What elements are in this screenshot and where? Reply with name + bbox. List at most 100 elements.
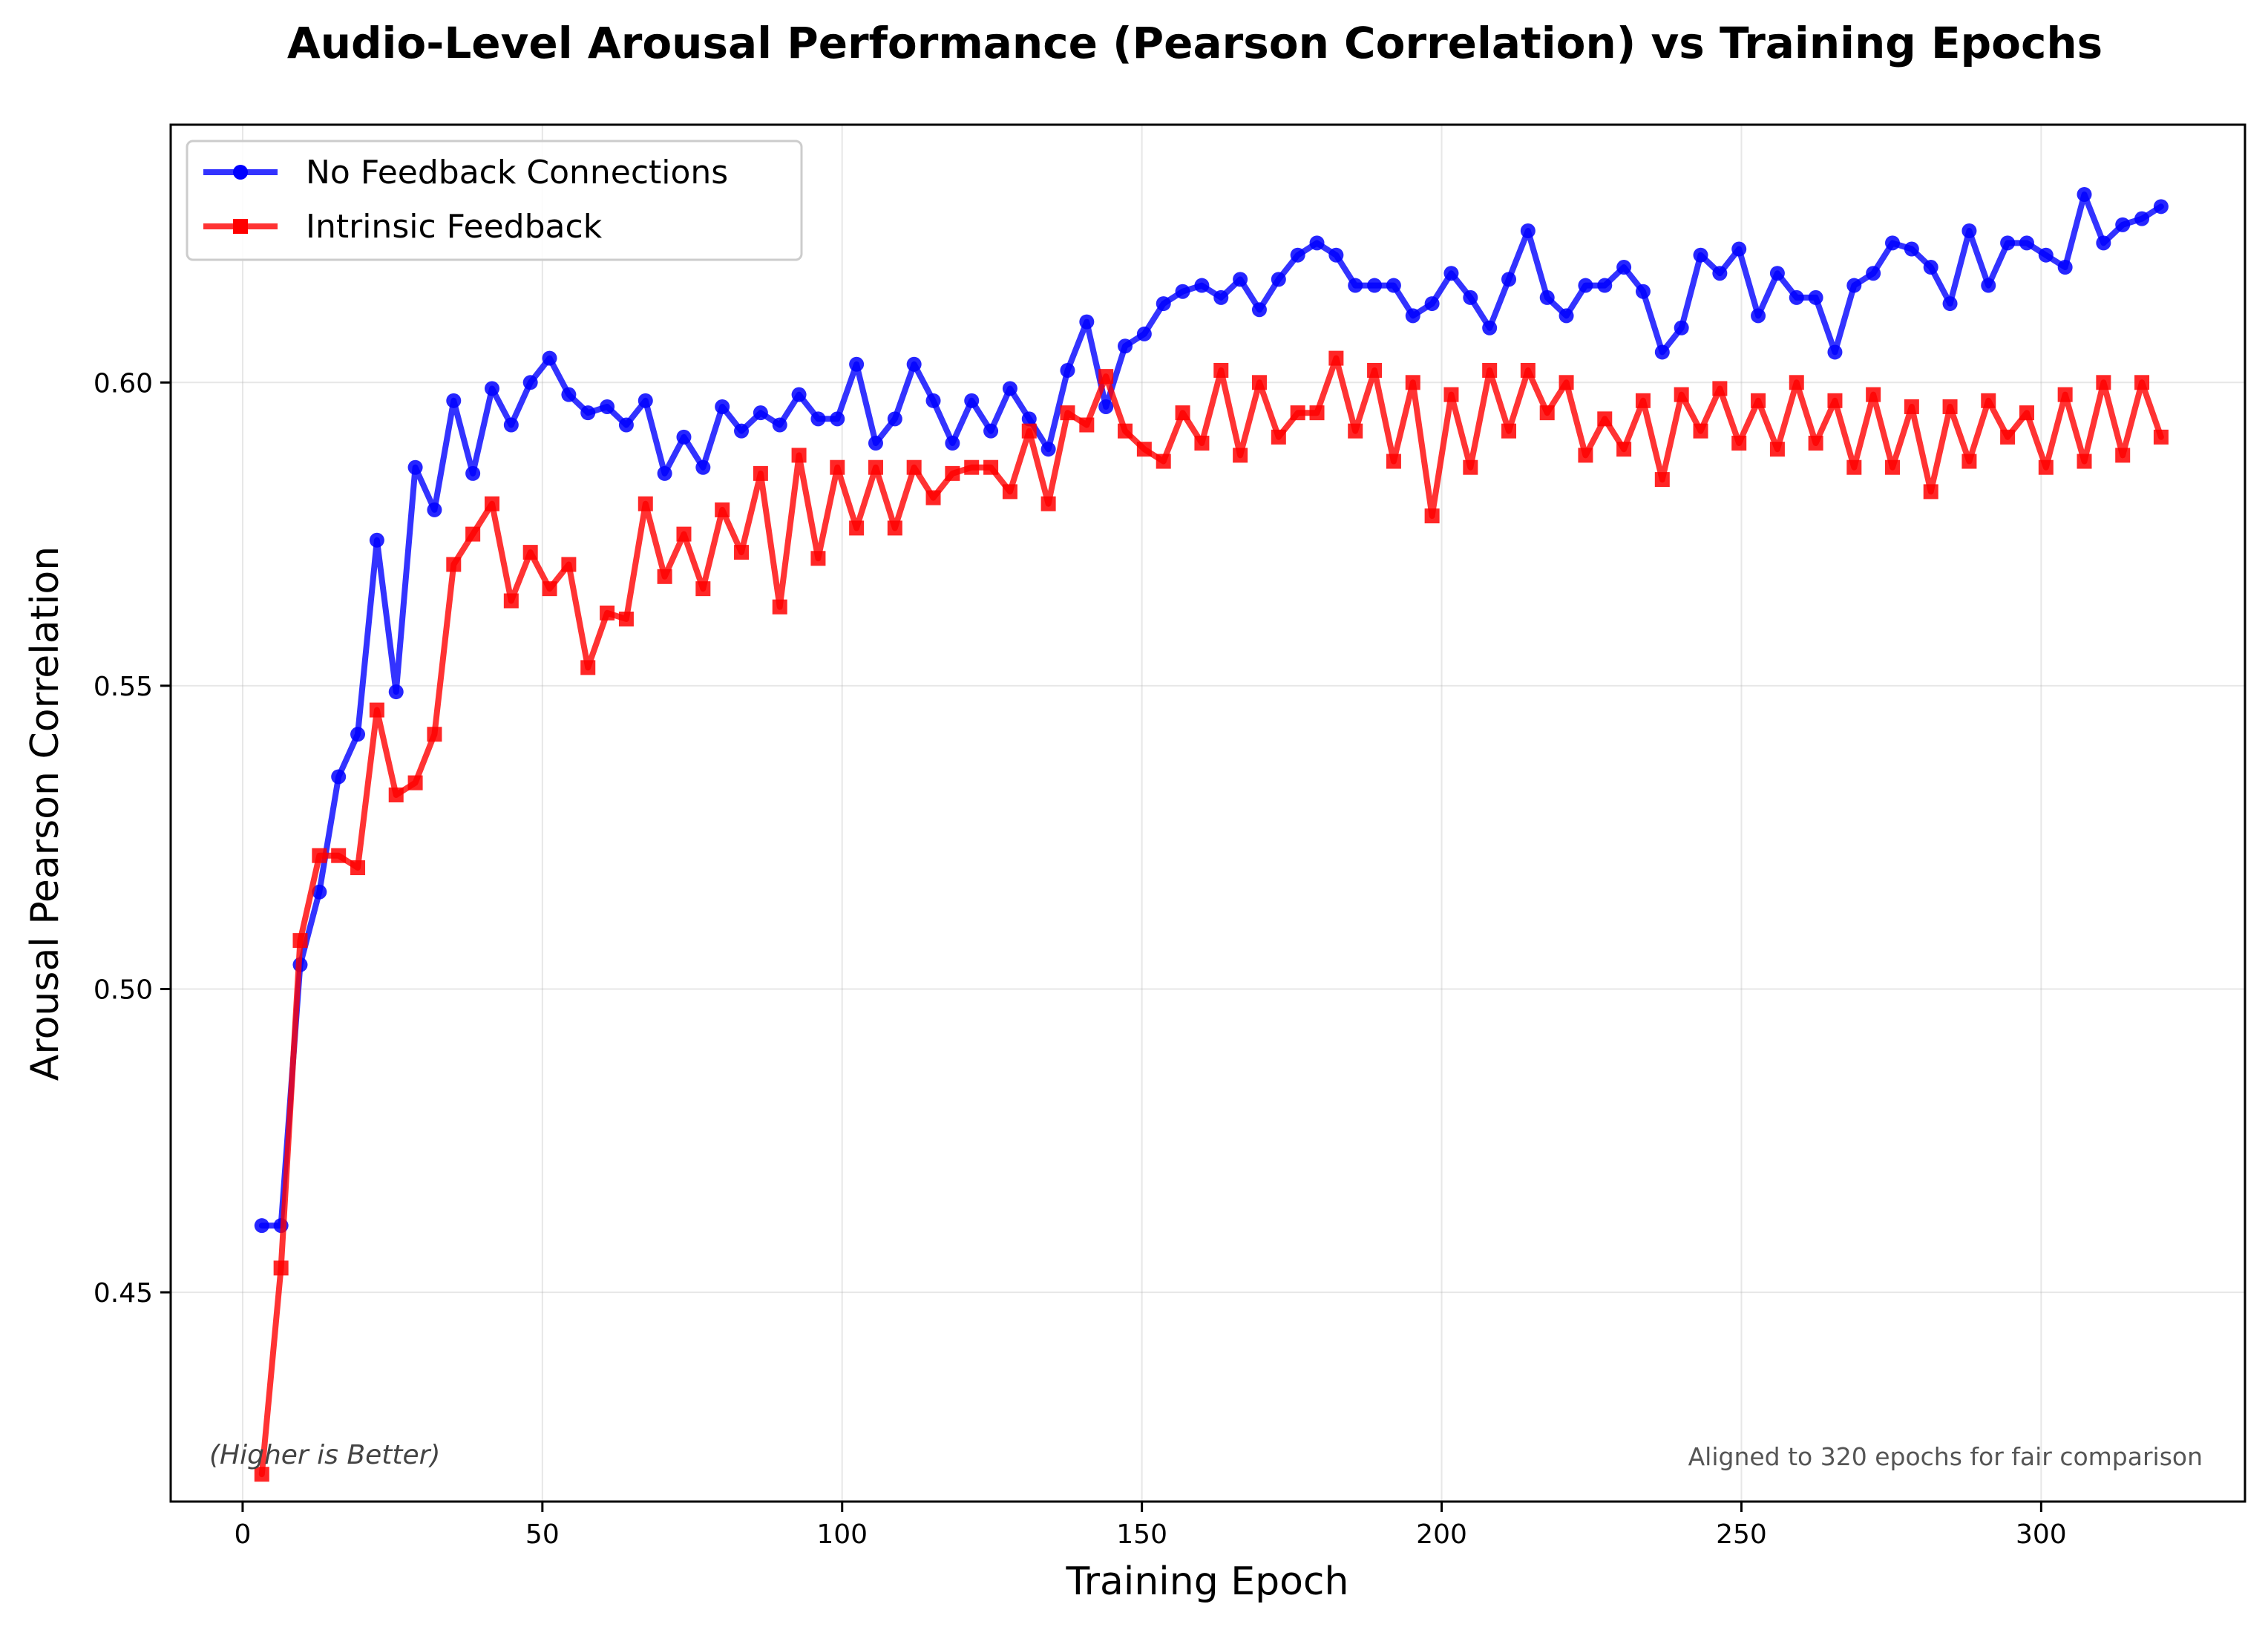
data-point-no-feedback-connections (618, 417, 634, 433)
x-axis-label: Training Epoch (1066, 1559, 1349, 1604)
data-point-intrinsic-feedback (1060, 405, 1075, 421)
data-point-intrinsic-feedback (2077, 454, 2092, 469)
data-point-intrinsic-feedback (1942, 399, 1958, 414)
data-point-intrinsic-feedback (331, 848, 347, 863)
x-tick-label: 0 (234, 1519, 251, 1550)
data-point-no-feedback-connections (1156, 296, 1171, 312)
data-point-intrinsic-feedback (2038, 459, 2054, 475)
data-point-no-feedback-connections (1578, 278, 1593, 293)
data-point-no-feedback-connections (868, 436, 883, 451)
data-point-intrinsic-feedback (1981, 393, 1996, 408)
data-point-no-feedback-connections (1693, 247, 1708, 263)
data-point-intrinsic-feedback (580, 660, 596, 675)
data-point-no-feedback-connections (1981, 278, 1996, 293)
data-point-intrinsic-feedback (1194, 436, 1210, 451)
data-point-no-feedback-connections (1309, 235, 1325, 251)
data-point-intrinsic-feedback (1827, 393, 1843, 408)
data-point-intrinsic-feedback (350, 860, 366, 876)
data-point-intrinsic-feedback (388, 787, 404, 802)
data-point-intrinsic-feedback (1290, 405, 1305, 421)
data-point-intrinsic-feedback (1654, 472, 1670, 488)
data-point-no-feedback-connections (2038, 247, 2054, 263)
data-point-intrinsic-feedback (1079, 417, 1095, 433)
data-point-intrinsic-feedback (1559, 375, 1574, 390)
data-point-no-feedback-connections (1021, 411, 1037, 427)
data-point-no-feedback-connections (1060, 362, 1075, 378)
data-point-no-feedback-connections (1942, 296, 1958, 312)
legend-label-no-feedback: No Feedback Connections (306, 154, 728, 191)
data-point-intrinsic-feedback (2115, 448, 2131, 463)
data-point-intrinsic-feedback (830, 459, 845, 475)
data-point-no-feedback-connections (1098, 399, 1114, 414)
data-point-intrinsic-feedback (1424, 508, 1440, 524)
data-point-intrinsic-feedback (1578, 448, 1593, 463)
data-point-no-feedback-connections (2134, 211, 2150, 226)
data-point-no-feedback-connections (887, 411, 902, 427)
chart-title: Audio-Level Arousal Performance (Pearson… (287, 18, 2103, 68)
data-point-no-feedback-connections (2096, 235, 2111, 251)
aligned-epochs-annotation: Aligned to 320 epochs for fair compariso… (1688, 1442, 2203, 1471)
data-point-intrinsic-feedback (1156, 454, 1171, 469)
data-point-intrinsic-feedback (312, 848, 327, 863)
data-point-no-feedback-connections (1866, 266, 1881, 281)
data-point-intrinsic-feedback (1674, 387, 1689, 402)
data-point-no-feedback-connections (1827, 344, 1843, 360)
data-point-no-feedback-connections (465, 465, 481, 481)
data-point-intrinsic-feedback (1002, 484, 1017, 500)
data-point-no-feedback-connections (676, 429, 692, 445)
data-point-intrinsic-feedback (446, 557, 462, 572)
data-point-intrinsic-feedback (1213, 362, 1229, 378)
data-point-intrinsic-feedback (1731, 436, 1747, 451)
legend: No Feedback Connections Intrinsic Feedba… (186, 140, 803, 261)
data-point-no-feedback-connections (1002, 381, 1017, 396)
data-point-no-feedback-connections (542, 350, 557, 366)
data-point-intrinsic-feedback (465, 526, 481, 542)
data-point-intrinsic-feedback (887, 520, 902, 536)
data-point-intrinsic-feedback (2000, 429, 2016, 445)
x-tick-label: 150 (1116, 1519, 1167, 1550)
data-point-no-feedback-connections (1136, 326, 1152, 341)
data-point-no-feedback-connections (1539, 289, 1555, 305)
data-point-no-feedback-connections (810, 411, 826, 427)
data-point-intrinsic-feedback (906, 459, 922, 475)
data-point-no-feedback-connections (1635, 284, 1651, 299)
y-tick-label: 0.50 (94, 975, 153, 1005)
data-point-intrinsic-feedback (753, 465, 768, 481)
data-point-no-feedback-connections (1808, 289, 1823, 305)
data-point-no-feedback-connections (1386, 278, 1401, 293)
data-point-no-feedback-connections (600, 399, 615, 414)
data-point-no-feedback-connections (427, 502, 442, 517)
data-point-intrinsic-feedback (254, 1467, 269, 1482)
data-point-no-feedback-connections (1328, 247, 1344, 263)
data-point-no-feedback-connections (657, 465, 672, 481)
data-point-intrinsic-feedback (600, 605, 615, 621)
data-point-no-feedback-connections (1290, 247, 1305, 263)
data-point-no-feedback-connections (1751, 308, 1766, 324)
data-point-intrinsic-feedback (1271, 429, 1286, 445)
data-point-intrinsic-feedback (791, 448, 807, 463)
higher-is-better-annotation: (Higher is Better) (209, 1440, 440, 1470)
data-point-intrinsic-feedback (1885, 459, 1901, 475)
data-point-no-feedback-connections (1769, 266, 1785, 281)
data-point-intrinsic-feedback (1539, 405, 1555, 421)
data-point-no-feedback-connections (2077, 186, 2092, 202)
data-point-intrinsic-feedback (695, 581, 711, 597)
data-point-no-feedback-connections (945, 436, 960, 451)
data-point-intrinsic-feedback (2134, 375, 2150, 390)
data-point-no-feedback-connections (1597, 278, 1613, 293)
data-point-intrinsic-feedback (1328, 350, 1344, 366)
data-point-no-feedback-connections (1175, 284, 1190, 299)
data-point-no-feedback-connections (1040, 442, 1056, 457)
data-point-intrinsic-feedback (1616, 442, 1632, 457)
legend-marker-no-feedback (233, 165, 248, 180)
data-point-intrinsic-feedback (1712, 381, 1728, 396)
data-point-intrinsic-feedback (1251, 375, 1267, 390)
data-point-no-feedback-connections (1674, 320, 1689, 335)
data-point-no-feedback-connections (2057, 260, 2073, 275)
data-point-no-feedback-connections (407, 459, 423, 475)
data-point-no-feedback-connections (1443, 266, 1459, 281)
legend-label-intrinsic-feedback: Intrinsic Feedback (306, 208, 603, 246)
data-point-intrinsic-feedback (810, 551, 826, 566)
data-point-no-feedback-connections (446, 393, 462, 408)
data-point-intrinsic-feedback (2153, 429, 2169, 445)
